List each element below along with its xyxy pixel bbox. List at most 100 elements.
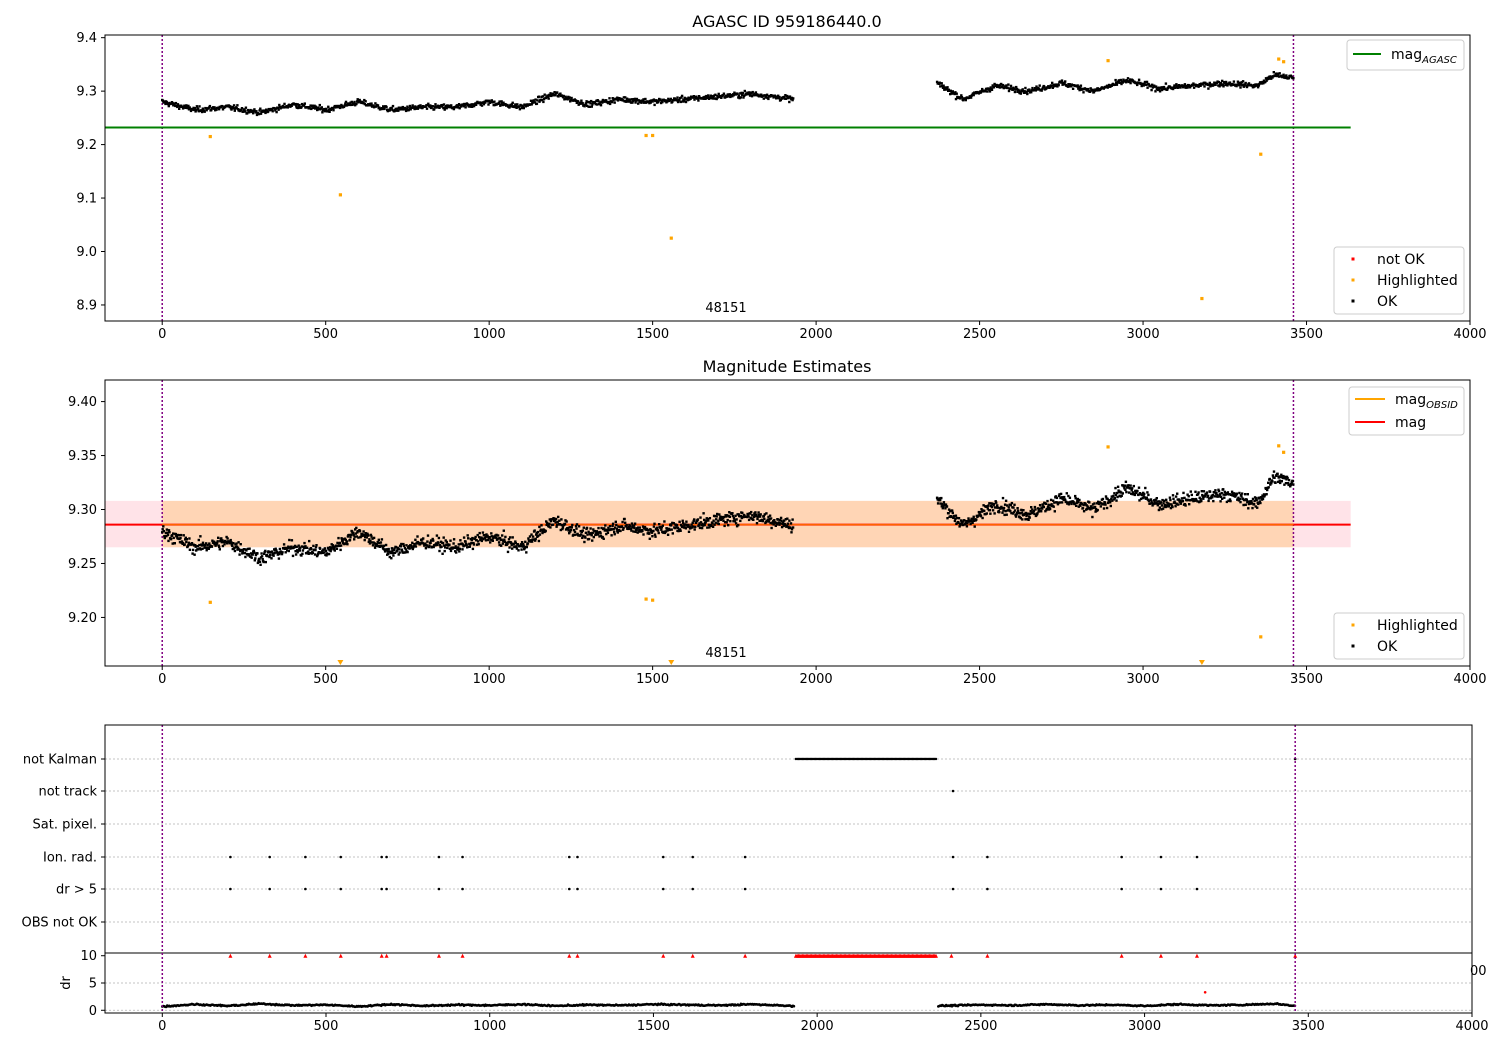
ok-point [235,542,238,545]
ok-point [478,101,482,104]
ok-point [963,519,966,522]
ok-point [1007,83,1010,86]
ok-point [955,516,959,520]
ok-point [991,84,994,87]
ok-point [610,100,614,104]
ok-point [1074,497,1077,500]
ok-point [350,100,353,104]
ok-point [754,511,757,514]
ok-point [606,531,610,534]
ok-point [747,518,751,522]
ok-point [223,543,226,546]
ok-point [538,100,541,103]
flag-row-label: not Kalman [23,753,97,768]
ok-point [479,103,482,106]
ok-point [451,546,455,549]
ok-point [552,94,556,97]
ok-point [949,89,952,92]
ok-point [1253,499,1256,502]
ok-point [540,528,544,532]
ok-point [500,544,503,547]
ok-point [993,512,996,515]
ok-point [1113,497,1117,500]
ok-point [948,89,951,92]
ok-point [356,98,359,101]
ok-point [521,104,524,107]
ok-point [495,533,498,537]
ok-point [321,111,324,114]
ok-point [941,502,944,506]
ok-point [758,515,762,518]
ok-point [707,94,710,97]
ok-point [236,108,240,111]
ok-point [1067,83,1070,86]
ok-point [444,539,447,542]
ok-point [201,547,204,550]
ok-point [190,542,194,545]
ok-point [1061,83,1064,86]
ok-point [258,109,261,112]
flag-point [380,887,383,891]
ok-point [349,101,352,104]
ok-point [363,98,366,102]
ok-point [1231,494,1234,497]
ok-point [1059,492,1063,496]
ok-point [532,99,535,102]
ok-point [1041,86,1045,89]
ok-point [687,96,690,99]
ok-point [715,515,718,518]
ok-point [474,103,478,106]
ok-point [1014,88,1017,91]
ok-point [703,97,706,100]
ok-point [427,102,430,105]
ok-point [641,100,644,103]
ok-point [1113,83,1117,86]
ok-point [723,521,727,524]
ok-point [664,99,667,102]
ok-point [741,511,744,515]
x-tick-label: 1000 [473,672,506,687]
ok-point [1010,501,1014,505]
ok-point [195,109,198,112]
ok-point [471,547,475,551]
ok-point [452,542,455,545]
ok-point [1214,489,1217,492]
ok-point [671,100,674,104]
ok-point [438,549,441,553]
ok-point [510,544,513,547]
ok-point [446,546,449,550]
ok-point [225,542,229,545]
ok-point [1013,503,1016,506]
ok-point [703,523,706,527]
ok-point [969,522,972,526]
legend-marker-ok [1351,299,1355,303]
ok-point [486,534,489,537]
ok-point [769,521,772,525]
ok-point [627,526,630,529]
dr-clipped-marker [1158,953,1163,958]
ok-point [1147,493,1150,497]
ok-point [413,107,416,111]
flag-point [986,887,989,891]
ok-point [1290,481,1293,484]
ok-point [671,532,674,535]
ok-point [1071,87,1075,90]
ok-point [1173,84,1176,87]
ok-point [1258,500,1261,503]
ok-point [321,551,324,555]
ok-point [1183,496,1186,500]
ok-point [775,523,779,526]
ok-point [960,94,963,97]
ok-point [1212,83,1215,87]
ok-point [405,544,408,547]
highlighted-point [1106,59,1110,63]
ok-point [196,545,199,548]
ok-point [1246,500,1249,504]
ok-point [1267,77,1270,80]
ok-point [692,96,695,99]
ok-point [1208,81,1211,85]
ok-point [453,546,456,550]
ok-point [308,107,312,110]
ok-point [443,544,446,547]
ok-point [1175,83,1178,86]
